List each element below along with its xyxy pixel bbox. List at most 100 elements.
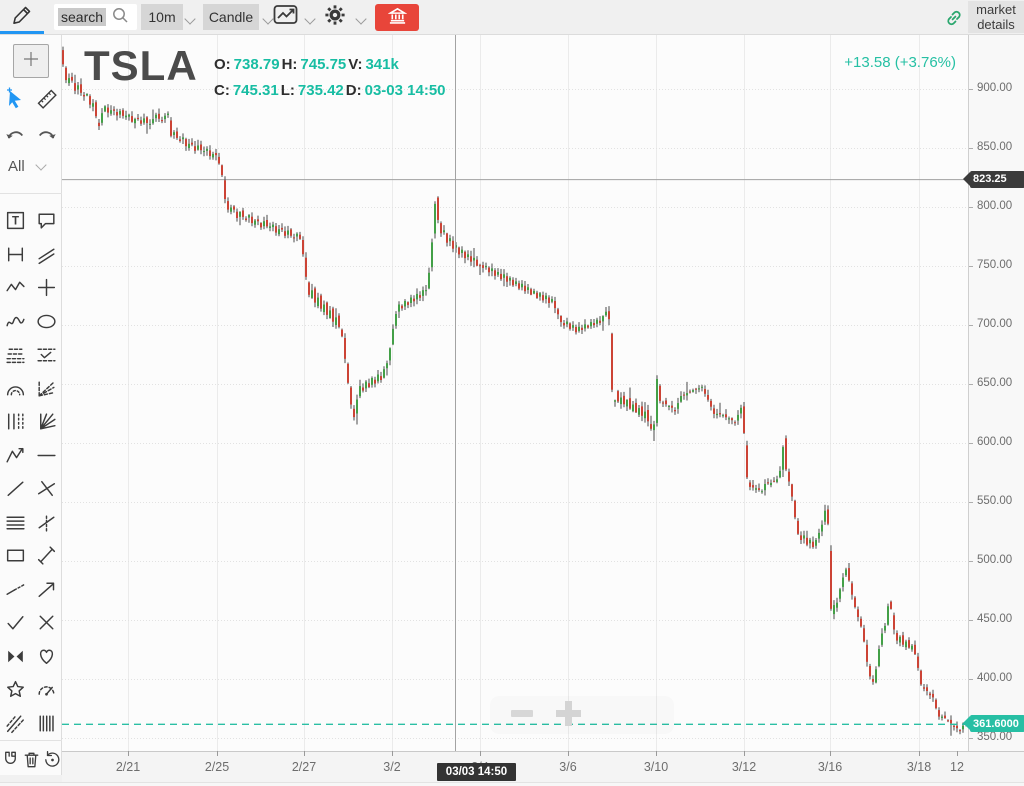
fib-retracement-tool[interactable]: [3, 342, 29, 368]
star-tool[interactable]: [3, 677, 29, 703]
check-tool[interactable]: [3, 610, 29, 636]
price-tick-label: 850.00: [977, 141, 1013, 153]
price-tick: [969, 738, 973, 739]
trend-angle-tool[interactable]: [34, 509, 60, 535]
time-tick-label: 3/12: [731, 760, 757, 774]
fib-wedge-tool[interactable]: [34, 342, 60, 368]
chart-area[interactable]: TSLA O: 738.79 H: 745.75 V: 341k C: 745.31 L: 73…: [62, 34, 968, 751]
sidebar-bottom-row: [0, 746, 62, 772]
bank-icon: [386, 6, 408, 30]
triangles-tool[interactable]: [3, 643, 29, 669]
fib-fan-tool[interactable]: [34, 375, 60, 401]
price-tick-label: 500.00: [977, 554, 1013, 566]
interval-dropdown[interactable]: 10m: [141, 4, 183, 30]
price-tick: [969, 266, 973, 267]
broker-button[interactable]: [375, 4, 419, 31]
price-tick: [969, 384, 973, 385]
time-tick: [568, 751, 569, 756]
zoom-out-button[interactable]: [511, 710, 533, 717]
chevron-down-icon[interactable]: [355, 13, 367, 25]
gear-icon: [323, 3, 347, 32]
time-tick-label: 3/10: [643, 760, 669, 774]
ruler-icon[interactable]: [34, 86, 60, 112]
time-tick: [744, 751, 745, 756]
market-details-line2: details: [977, 17, 1015, 32]
extended-line-tool[interactable]: [34, 476, 60, 502]
fib-timezone-tool[interactable]: [3, 409, 29, 435]
time-tick-label: 2/27: [291, 760, 317, 774]
parallel-channel-tool[interactable]: [34, 241, 60, 267]
time-tick-label: 3/18: [906, 760, 932, 774]
time-tick-label: 12: [950, 760, 964, 774]
zoom-in-button[interactable]: [565, 701, 572, 726]
redo-icon[interactable]: [34, 122, 60, 148]
chevron-down-icon[interactable]: [184, 13, 196, 25]
cursor-icon[interactable]: [3, 86, 29, 112]
time-tick-label: 3/16: [817, 760, 843, 774]
indicators-button[interactable]: [272, 5, 298, 29]
trend-line-tool[interactable]: [3, 476, 29, 502]
chart-type-dropdown[interactable]: Candle: [203, 4, 259, 30]
horizontal-line-tool[interactable]: [34, 442, 60, 468]
top-toolbar: search 10m Candle: [0, 0, 1024, 35]
date-range-tool[interactable]: [34, 543, 60, 569]
volume-profile-tool[interactable]: [34, 710, 60, 736]
drawings-filter-dropdown[interactable]: All: [8, 158, 47, 175]
drawing-tools-grid: T: [0, 204, 62, 740]
crosshair-time-badge: 03/03 14:50: [437, 763, 516, 781]
price-tick-label: 450.00: [977, 613, 1013, 625]
time-tick-label: 3/2: [383, 760, 401, 774]
market-details-button[interactable]: market details: [968, 1, 1024, 33]
chevron-down-icon: [35, 159, 47, 171]
gauge-tool[interactable]: [34, 677, 60, 703]
heart-tool[interactable]: [34, 643, 60, 669]
time-tick: [217, 751, 218, 756]
link-icon[interactable]: [944, 8, 964, 28]
arrow-tool[interactable]: [34, 576, 60, 602]
price-tick-label: 650.00: [977, 377, 1013, 389]
cross-tool[interactable]: [34, 275, 60, 301]
parallel-lines-tool[interactable]: [3, 509, 29, 535]
restore-tool[interactable]: [42, 746, 63, 772]
price-tick: [969, 148, 973, 149]
market-details-line1: market: [976, 2, 1016, 17]
ellipse-tool[interactable]: [34, 308, 60, 334]
price-tick-label: 600.00: [977, 436, 1013, 448]
time-tick: [656, 751, 657, 756]
time-tick: [304, 751, 305, 756]
candlestick-chart[interactable]: [62, 34, 968, 751]
ray-tool[interactable]: [3, 576, 29, 602]
undo-icon[interactable]: [3, 122, 29, 148]
gann-fan-tool[interactable]: [34, 409, 60, 435]
callout-tool[interactable]: [34, 208, 60, 234]
pitchfork-tool[interactable]: [3, 710, 29, 736]
settings-button[interactable]: [322, 3, 348, 32]
draw-mode-button[interactable]: [0, 0, 44, 34]
prev-close-price-badge: 823.25: [963, 170, 1024, 188]
price-axis[interactable]: 823.25 361.6000 900.00 850.00 800.00 750.00…: [963, 34, 1024, 751]
price-tick-label: 350.00: [977, 731, 1013, 743]
delete-tool[interactable]: [21, 746, 42, 772]
crosshair-button[interactable]: [13, 44, 49, 78]
drawings-filter-label: All: [8, 158, 25, 175]
price-tick-label: 750.00: [977, 259, 1013, 271]
text-tool[interactable]: T: [3, 208, 29, 234]
search-input[interactable]: search: [54, 4, 137, 30]
price-tick: [969, 502, 973, 503]
price-change-label: +13.58 (+3.76%): [844, 54, 956, 71]
rectangle-tool[interactable]: [3, 543, 29, 569]
cross-mark-tool[interactable]: [34, 610, 60, 636]
fib-arcs-tool[interactable]: [3, 375, 29, 401]
polyline-tool[interactable]: [3, 275, 29, 301]
price-range-tool[interactable]: [3, 241, 29, 267]
chevron-down-icon[interactable]: [304, 13, 316, 25]
magnet-tool[interactable]: [0, 746, 21, 772]
price-tick: [969, 207, 973, 208]
svg-text:T: T: [12, 216, 19, 228]
brush-tool[interactable]: [3, 308, 29, 334]
time-tick-label: 2/25: [204, 760, 230, 774]
elliott-wave-tool[interactable]: [3, 442, 29, 468]
search-icon: [106, 6, 129, 29]
price-tick-label: 400.00: [977, 672, 1013, 684]
